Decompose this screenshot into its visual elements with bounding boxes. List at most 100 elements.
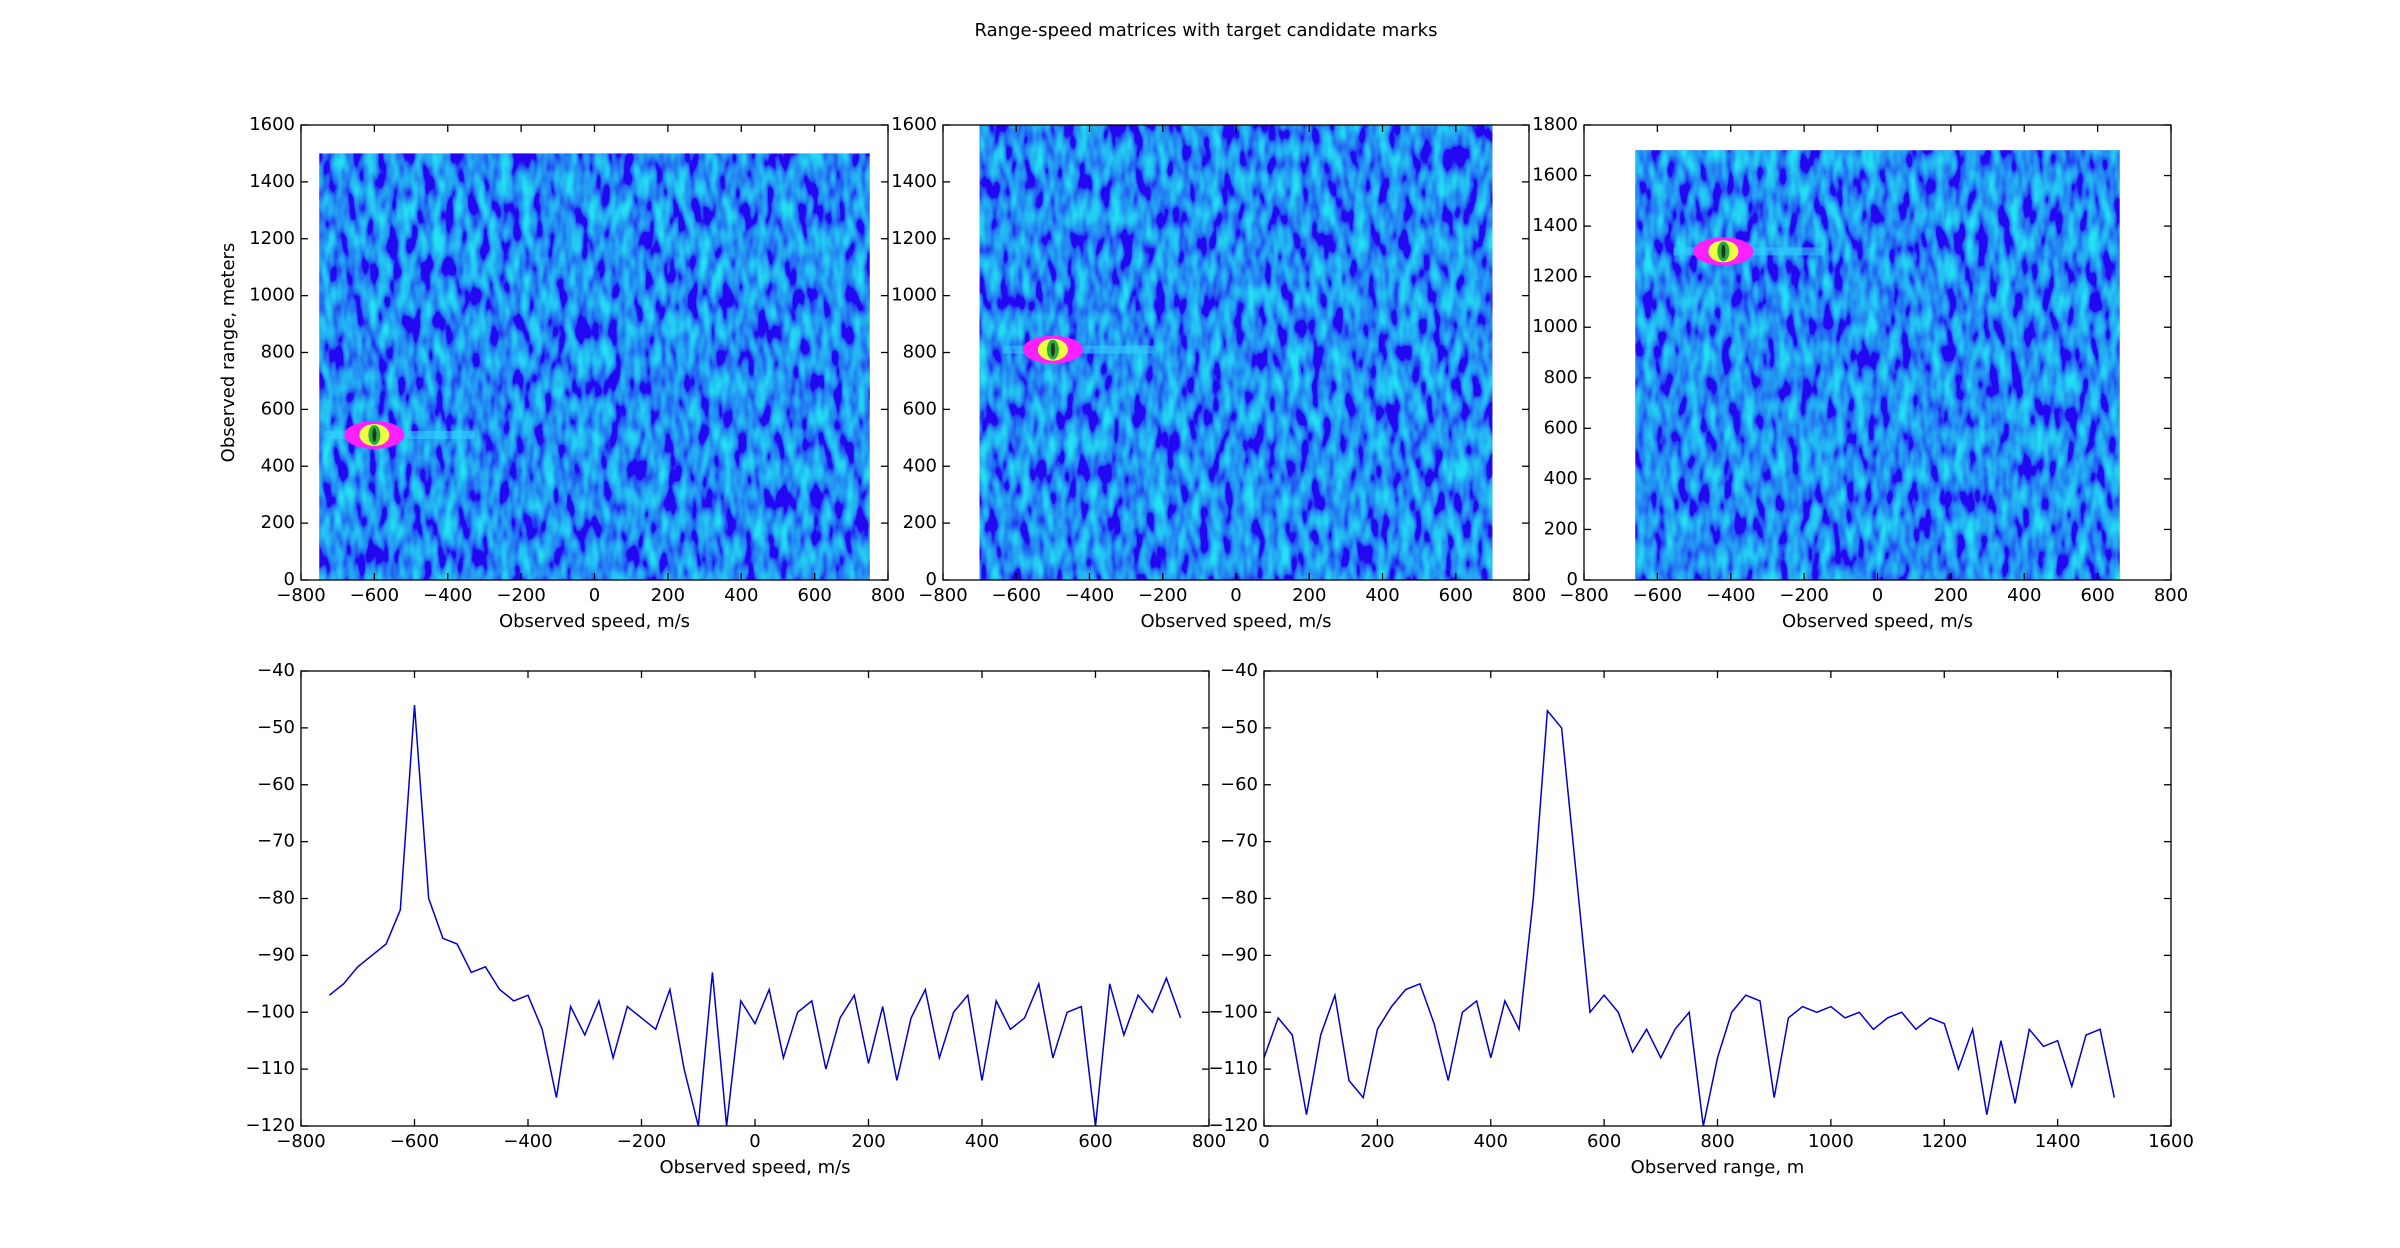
x-tick-label: 1000: [1808, 1131, 1854, 1152]
x-tick-label: 600: [797, 585, 831, 606]
y-tick-label: 200: [1544, 518, 1578, 539]
y-tick-label: −110: [1209, 1058, 1258, 1079]
x-tick-label: −400: [423, 585, 472, 606]
x-tick-label: −400: [1706, 585, 1755, 606]
y-tick-label: −100: [246, 1001, 295, 1022]
x-tick-label: 200: [1934, 585, 1968, 606]
x-tick-label: 400: [724, 585, 758, 606]
y-tick-label: 1200: [249, 228, 295, 249]
x-axis-label: Observed speed, m/s: [1782, 611, 1973, 632]
x-tick-label: −800: [1559, 585, 1608, 606]
y-tick-label: 1600: [1532, 165, 1578, 186]
x-tick-label: 200: [851, 1131, 885, 1152]
x-axis-label: Observed speed, m/s: [499, 611, 690, 632]
x-tick-label: 400: [2007, 585, 2041, 606]
x-tick-label: 1600: [2148, 1131, 2194, 1152]
line-series: [328, 705, 1182, 1127]
y-tick-label: 400: [261, 455, 295, 476]
y-tick-label: 200: [261, 512, 295, 533]
y-tick-label: 0: [1567, 569, 1578, 590]
axes-frame: [300, 670, 1210, 1127]
y-tick-label: −90: [257, 944, 295, 965]
y-tick-label: 400: [903, 455, 937, 476]
x-tick-label: 800: [1192, 1131, 1226, 1152]
x-tick-label: 0: [1872, 585, 1883, 606]
y-tick-label: −50: [1220, 717, 1258, 738]
y-tick-label: −60: [257, 774, 295, 795]
y-tick-label: −120: [1209, 1115, 1258, 1136]
x-tick-label: 600: [1078, 1131, 1112, 1152]
x-tick-label: 200: [651, 585, 685, 606]
x-tick-label: −400: [503, 1131, 552, 1152]
y-tick-label: 1000: [1532, 316, 1578, 337]
y-tick-label: −90: [1220, 944, 1258, 965]
heatmap-noise: [319, 153, 870, 580]
y-tick-label: −40: [257, 660, 295, 681]
x-tick-label: 800: [871, 585, 905, 606]
y-tick-label: −70: [1220, 831, 1258, 852]
x-tick-label: 800: [1700, 1131, 1734, 1152]
y-tick-label: 1600: [891, 114, 937, 135]
x-tick-label: 800: [2154, 585, 2188, 606]
line-series: [1263, 708, 2116, 1127]
y-tick-label: 1000: [249, 285, 295, 306]
x-tick-label: 600: [1587, 1131, 1621, 1152]
y-tick-label: 1800: [1532, 114, 1578, 135]
x-tick-label: −800: [276, 1131, 325, 1152]
x-tick-label: −800: [276, 585, 325, 606]
x-tick-label: −600: [992, 585, 1041, 606]
figure-title: Range-speed matrices with target candida…: [975, 20, 1438, 41]
subplot: 0 200 400 600 800 1000 1200 1400 1600 −120 −110 −10…: [1209, 660, 2194, 1178]
x-tick-label: −200: [1779, 585, 1828, 606]
x-tick-label: 400: [1474, 1131, 1508, 1152]
x-tick-label: 600: [2080, 585, 2114, 606]
y-tick-label: 800: [1544, 367, 1578, 388]
y-tick-label: 600: [1544, 417, 1578, 438]
y-tick-label: −60: [1220, 774, 1258, 795]
subplot: −800 −600 −400 −200 0 200 400 600 800 0 200 400 600 8…: [218, 114, 905, 632]
x-axis-label: Observed range, m: [1631, 1157, 1805, 1178]
y-tick-label: 400: [1544, 468, 1578, 489]
target-center: [372, 427, 377, 442]
x-tick-label: −400: [1065, 585, 1114, 606]
y-axis-label: Observed range, meters: [218, 243, 239, 463]
x-tick-label: −600: [1633, 585, 1682, 606]
x-tick-label: 0: [749, 1131, 760, 1152]
subplot: −800 −600 −400 −200 0 200 400 600 800 0 200 400 600 8…: [1532, 114, 2188, 632]
x-tick-label: 0: [1258, 1131, 1269, 1152]
x-tick-label: 200: [1360, 1131, 1394, 1152]
x-tick-label: −200: [1138, 585, 1187, 606]
y-tick-label: −80: [257, 888, 295, 909]
y-tick-label: 1400: [1532, 215, 1578, 236]
y-tick-label: −120: [246, 1115, 295, 1136]
y-tick-label: 1000: [891, 285, 937, 306]
y-tick-label: −100: [1209, 1001, 1258, 1022]
target-center: [1050, 342, 1055, 357]
y-tick-label: 800: [903, 342, 937, 363]
x-tick-label: 600: [1439, 585, 1473, 606]
x-tick-label: −200: [496, 585, 545, 606]
x-tick-label: 0: [589, 585, 600, 606]
y-tick-label: −110: [246, 1058, 295, 1079]
y-tick-label: −40: [1220, 660, 1258, 681]
y-tick-label: 800: [261, 342, 295, 363]
x-tick-label: −600: [350, 585, 399, 606]
subplot: −800 −600 −400 −200 0 200 400 600 800 0 200 400 600 8…: [891, 114, 1546, 632]
y-tick-label: 200: [903, 512, 937, 533]
y-tick-label: 1200: [891, 228, 937, 249]
x-tick-label: 200: [1292, 585, 1326, 606]
y-tick-label: 0: [926, 569, 937, 590]
heatmap-noise: [1635, 150, 2120, 580]
y-tick-label: −80: [1220, 888, 1258, 909]
y-tick-label: 600: [903, 398, 937, 419]
target-center: [1721, 244, 1726, 259]
y-tick-label: 1400: [891, 171, 937, 192]
x-tick-label: −800: [918, 585, 967, 606]
x-tick-label: 0: [1230, 585, 1241, 606]
y-tick-label: 1600: [249, 114, 295, 135]
y-tick-label: 1200: [1532, 266, 1578, 287]
x-tick-label: 800: [1512, 585, 1546, 606]
x-tick-label: −600: [390, 1131, 439, 1152]
x-axis-label: Observed speed, m/s: [659, 1157, 850, 1178]
